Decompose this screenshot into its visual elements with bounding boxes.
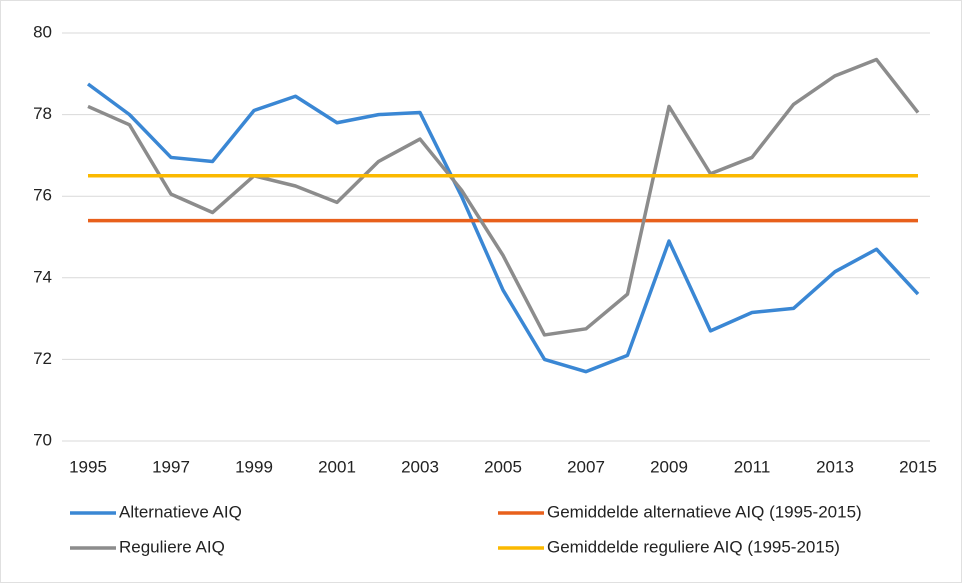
x-tick-label: 2005 [484,457,522,476]
legend-label: Alternatieve AIQ [119,502,242,521]
x-tick-label: 1995 [69,457,107,476]
x-tick-label: 2013 [816,457,854,476]
x-tick-label: 2011 [734,457,771,476]
x-tick-label: 1999 [235,457,273,476]
series-line [86,82,920,374]
legend-label: Gemiddelde alternatieve AIQ (1995-2015) [547,502,862,521]
y-tick-label: 74 [33,267,52,286]
legend-label: Gemiddelde reguliere AIQ (1995-2015) [547,537,840,556]
x-tick-label: 2001 [318,457,356,476]
legend-label: Reguliere AIQ [119,537,225,556]
y-tick-label: 76 [33,186,52,205]
x-tick-label: 1997 [152,457,190,476]
series-line [87,57,920,337]
y-tick-label: 70 [33,430,52,449]
y-tick-label: 78 [33,104,52,123]
y-tick-label: 80 [33,22,52,41]
x-tick-label: 2015 [899,457,937,476]
y-tick-label: 72 [33,349,52,368]
x-tick-label: 2007 [567,457,605,476]
x-tick-label: 2009 [650,457,688,476]
x-tick-label: 2003 [401,457,439,476]
